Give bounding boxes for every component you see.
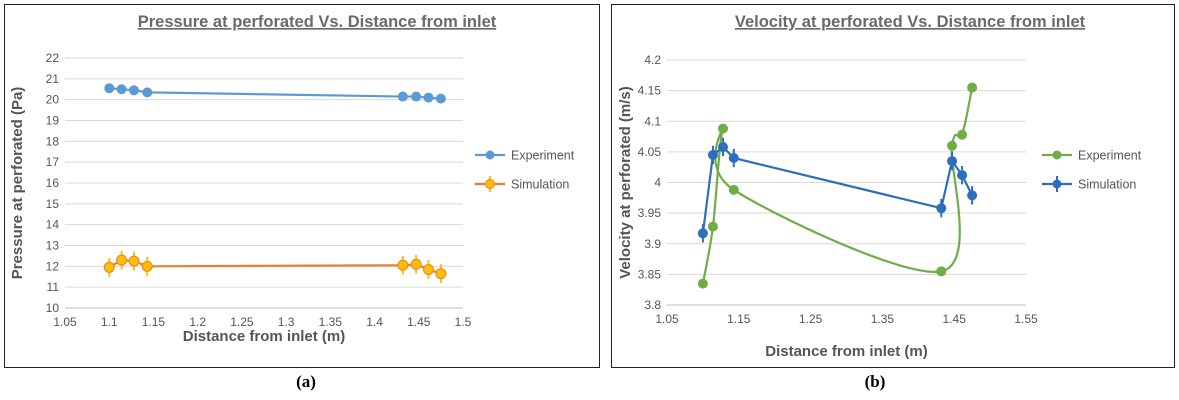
velocity-chart: Velocity at perforated Vs. Distance from…: [617, 13, 1142, 360]
y-tick-label: 3.9: [644, 237, 661, 251]
data-point: [103, 261, 115, 273]
data-point: [128, 85, 139, 96]
x-tick-label: 1.05: [53, 315, 77, 329]
y-tick-label: 14: [46, 218, 60, 232]
data-point: [697, 228, 708, 239]
x-axis-label: Distance from inlet (m): [765, 343, 928, 360]
data-point: [967, 82, 978, 93]
data-point: [957, 129, 968, 140]
data-point: [967, 190, 978, 201]
y-tick-label: 19: [46, 114, 60, 128]
x-tick-label: 1.35: [319, 315, 343, 329]
y-axis-label: Velocity at perforated (m/s): [617, 86, 634, 279]
x-tick-label: 1.25: [799, 312, 823, 326]
data-point: [397, 91, 408, 102]
x-tick-label: 1.15: [142, 315, 166, 329]
y-tick-label: 12: [46, 259, 60, 273]
legend-swatch-marker: [485, 179, 495, 189]
data-point: [707, 149, 718, 160]
data-point: [936, 203, 947, 214]
pressure-series-line-1: [108, 258, 442, 275]
x-tick-label: 1.55: [1014, 312, 1038, 326]
pressure-chart-panel: Pressure at perforated Vs. Distance from…: [4, 4, 600, 368]
y-tick-label: 18: [46, 134, 60, 148]
data-point: [728, 153, 739, 163]
y-tick-label: 22: [46, 51, 60, 65]
legend-swatch-marker: [1052, 150, 1062, 160]
pressure-chart: Pressure at perforated Vs. Distance from…: [9, 13, 575, 345]
x-tick-label: 1.15: [727, 312, 751, 326]
data-point: [423, 92, 434, 103]
y-tick-label: 4.15: [638, 84, 662, 98]
data-point: [435, 268, 447, 280]
x-tick-label: 1.4: [366, 315, 383, 329]
data-point: [104, 83, 115, 94]
legend-label: Experiment: [511, 149, 575, 163]
x-tick-label: 1.05: [655, 312, 679, 326]
data-point: [141, 260, 153, 272]
legend-label: Simulation: [1078, 178, 1136, 192]
legend-label: Experiment: [1078, 149, 1142, 163]
legend-label: Simulation: [511, 178, 569, 192]
y-tick-label: 4.2: [644, 53, 661, 67]
x-tick-label: 1.45: [407, 315, 431, 329]
data-point: [435, 93, 446, 104]
data-point: [728, 184, 739, 195]
legend-swatch-marker: [485, 150, 495, 160]
y-tick-label: 17: [46, 155, 60, 169]
data-point: [957, 170, 968, 181]
x-tick-label: 1.5: [455, 315, 472, 329]
x-tick-label: 1.1: [101, 315, 118, 329]
y-tick-label: 21: [46, 72, 60, 86]
data-point: [116, 254, 128, 266]
y-tick-label: 3.85: [638, 267, 662, 281]
y-tick-label: 20: [46, 93, 60, 107]
data-point: [128, 255, 140, 267]
pressure-series-line-0: [109, 87, 441, 100]
data-point: [397, 259, 409, 271]
y-axis-label: Pressure at perforated (Pa): [9, 87, 26, 280]
y-tick-label: 3.95: [638, 206, 662, 220]
data-point: [411, 91, 422, 102]
caption-a: (a): [296, 372, 316, 391]
data-point: [142, 87, 153, 98]
legend-swatch-marker: [1052, 179, 1062, 189]
chart-title: Velocity at perforated Vs. Distance from…: [735, 13, 1086, 31]
x-tick-label: 1.35: [871, 312, 895, 326]
data-point: [697, 278, 708, 289]
data-point: [116, 84, 127, 95]
y-tick-label: 11: [47, 280, 60, 294]
y-tick-label: 4.1: [644, 114, 661, 128]
velocity-series-line-1: [701, 145, 974, 234]
data-point: [707, 221, 718, 232]
y-tick-label: 4.05: [638, 145, 662, 159]
y-tick-label: 13: [46, 239, 60, 253]
y-tick-label: 16: [46, 176, 60, 190]
x-tick-label: 1.45: [943, 312, 967, 326]
data-point: [423, 263, 435, 275]
data-point: [936, 266, 947, 277]
x-tick-label: 1.2: [189, 315, 206, 329]
data-point: [410, 258, 422, 270]
x-tick-label: 1.25: [230, 315, 254, 329]
y-tick-label: 4: [654, 176, 661, 190]
data-point: [947, 140, 958, 151]
data-point: [718, 141, 729, 152]
velocity-series-line-0: [701, 87, 974, 284]
y-tick-label: 15: [46, 197, 60, 211]
data-point: [718, 123, 729, 134]
chart-title: Pressure at perforated Vs. Distance from…: [138, 13, 497, 31]
x-tick-label: 1.3: [278, 315, 295, 329]
y-tick-label: 10: [46, 301, 60, 315]
velocity-chart-panel: Velocity at perforated Vs. Distance from…: [611, 4, 1175, 368]
data-point: [947, 156, 958, 167]
caption-b: (b): [864, 372, 886, 391]
x-axis-label: Distance from inlet (m): [183, 328, 346, 345]
y-tick-label: 3.8: [644, 298, 661, 312]
